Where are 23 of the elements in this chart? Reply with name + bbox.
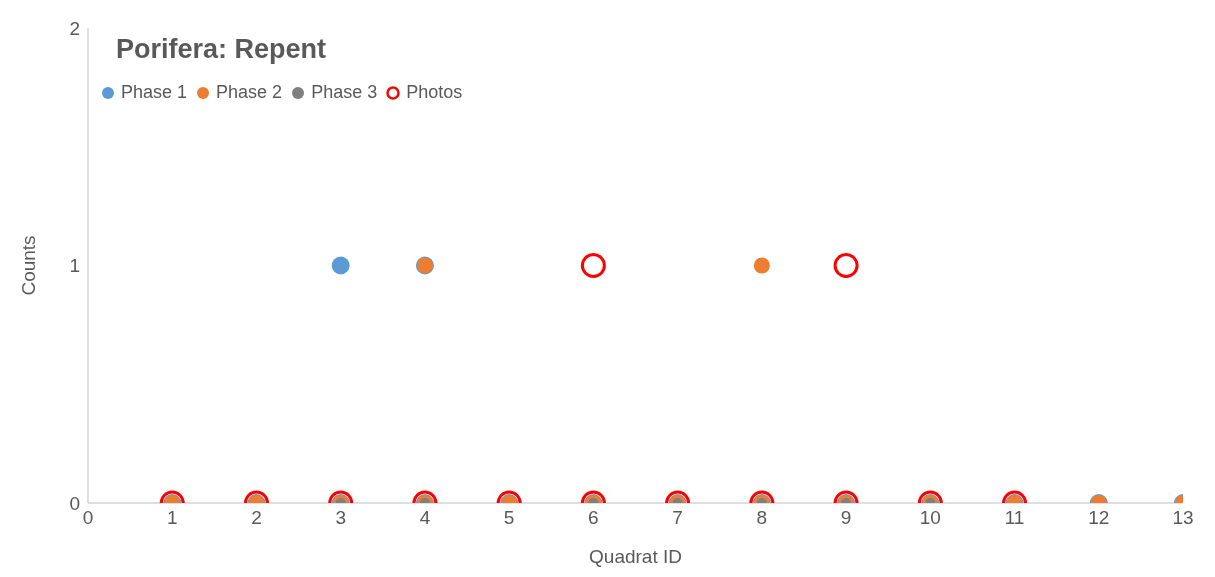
y-axis-title: Counts (17, 235, 39, 296)
x-tick-label: 7 (672, 507, 683, 529)
x-axis-title: Quadrat ID (589, 546, 682, 567)
x-tick-label: 1 (166, 507, 178, 529)
x-tick-label: 2 (251, 507, 262, 529)
x-tick-label: 12 (1088, 507, 1110, 529)
legend-label: Phase 2 (216, 82, 283, 103)
y-tick-label: 0 (69, 492, 80, 514)
y-tick-label: 2 (69, 17, 80, 39)
x-tick-label: 5 (503, 507, 515, 529)
y-tick-label: 1 (69, 255, 80, 277)
x-tick-label: 9 (840, 507, 852, 529)
legend-label: Phase 1 (121, 82, 188, 103)
x-tick-label: 8 (756, 507, 768, 529)
x-tick-label: 10 (919, 507, 941, 529)
chart-title: Porifera: Repent (116, 34, 327, 65)
x-tick-label: 11 (1004, 507, 1025, 529)
legend-label: Phase 3 (311, 82, 378, 103)
legend-label: Photos (406, 82, 463, 103)
x-tick-label: 6 (588, 507, 599, 529)
x-tick-label: 3 (335, 507, 346, 529)
x-tick-label: 4 (419, 507, 431, 529)
x-tick-label: 13 (1172, 507, 1194, 529)
